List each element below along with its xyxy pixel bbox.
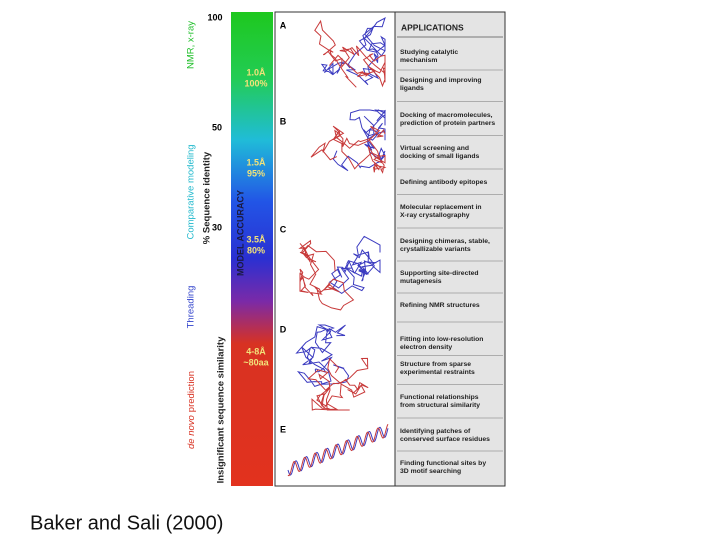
structures [287,16,389,477]
protein-trace [328,235,381,295]
de-novo-label: de novo prediction [186,371,197,449]
application-item: Refining NMR structures [400,302,480,309]
application-item: docking of small ligands [400,153,480,160]
application-item: Structure from sparse [400,361,471,368]
application-item: crystallizable variants [400,246,471,253]
protein-trace [320,16,386,86]
application-item: Designing chimeras, stable, [400,238,490,245]
protein-trace [295,324,350,387]
accuracy-level: ~80aa [243,357,269,367]
accuracy-level: 100% [244,78,267,88]
application-item: Defining antibody epitopes [400,179,487,186]
protein-helix [287,423,389,477]
application-item: Docking of macromolecules, [400,112,493,119]
accuracy-level: 3.5Å [246,234,266,244]
protein-trace [298,239,355,311]
application-item: Identifying patches of [400,428,471,435]
application-item: experimental restraints [400,369,475,376]
protein-trace [307,357,369,411]
protein-trace [332,109,386,172]
de-novo-rest: prediction [186,371,197,412]
application-item: mutagenesis [400,278,442,285]
structure-panel [274,11,396,487]
caption: Baker and Sali (2000) [30,512,223,534]
application-item: 3D motif searching [400,468,461,475]
application-item: from structural similarity [400,402,480,409]
application-item: electron density [400,344,452,351]
application-item: Molecular replacement in [400,204,482,211]
identity-tick: 50 [212,122,222,132]
model-accuracy-label: MODEL ACCURACY [235,190,245,276]
protein-trace [310,125,387,174]
application-item: Finding functional sites by [400,460,486,467]
identity-tick: 100 [207,12,222,22]
protein-trace [314,19,386,88]
application-item: Fitting into low-resolution [400,336,483,343]
application-item: ligands [400,85,424,92]
accuracy-level: 95% [247,168,265,178]
applications-panel [394,11,506,487]
panel-letter: E [280,424,286,434]
accuracy-bar [231,12,273,486]
application-item: mechanism [400,57,437,64]
application-item: Studying catalytic [400,49,458,56]
protein-helix [287,426,389,476]
application-item: prediction of protein partners [400,120,495,127]
accuracy-level: 4-8Å [246,346,266,356]
identity-tick: 30 [212,222,222,232]
application-item: X-ray crystallography [400,212,470,219]
comparative-label: Comparative modeling [186,144,197,239]
de-novo-italic: de novo [186,415,197,449]
identity-axis-label: % Sequence identity [202,151,213,244]
accuracy-level: 1.0Å [246,67,266,77]
threading-label: Threading [186,286,197,329]
insignificant-label: Insignificant sequence similarity [216,336,227,483]
application-item: conserved surface residues [400,436,490,443]
application-item: Supporting site-directed [400,270,479,277]
application-item: Virtual screening and [400,145,469,152]
application-item: Designing and improving [400,77,482,84]
accuracy-level: 80% [247,245,265,255]
accuracy-level: 1.5Å [246,157,266,167]
applications-title: APPLICATIONS [401,22,464,32]
panel-letter: D [280,324,287,334]
panel-letter: B [280,116,287,126]
panel-letter: C [280,224,287,234]
application-item: Functional relationships [400,394,479,401]
nmr-label: NMR, x-ray [186,21,197,69]
panel-letter: A [280,20,287,30]
